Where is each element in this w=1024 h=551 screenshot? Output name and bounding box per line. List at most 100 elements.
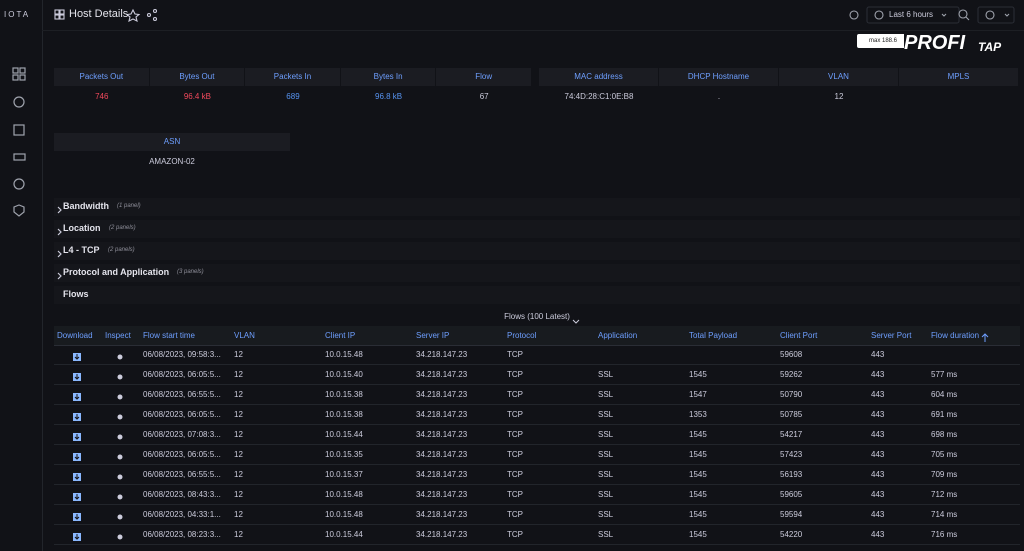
table-cell: 06/08/2023, 09:58:3... [143, 350, 221, 359]
column-header[interactable]: Flow duration [931, 331, 979, 340]
row-title[interactable]: Bandwidth [63, 201, 109, 211]
table-cell: SSL [598, 410, 613, 419]
table-cell: TCP [507, 530, 523, 539]
download-icon-glyph[interactable] [72, 412, 82, 422]
table-cell: 443 [871, 530, 884, 539]
table-cell: SSL [598, 450, 613, 459]
table-cell: 10.0.15.48 [325, 510, 363, 519]
table-cell: 1545 [689, 370, 707, 379]
inspect-icon-glyph[interactable] [115, 352, 125, 362]
table-cell: 1547 [689, 390, 707, 399]
table-cell: 705 ms [931, 450, 957, 459]
row-bar[interactable] [54, 286, 1020, 304]
table-cell: 12 [234, 430, 243, 439]
column-header[interactable]: Total Payload [689, 331, 737, 340]
column-header[interactable]: Flow start time [143, 331, 195, 340]
row-note: (2 panels) [108, 247, 135, 253]
column-header[interactable]: Server IP [416, 331, 449, 340]
table-cell: SSL [598, 470, 613, 479]
table-cell: TCP [507, 370, 523, 379]
table-cell: 10.0.15.37 [325, 470, 363, 479]
download-icon-glyph[interactable] [72, 432, 82, 442]
column-header[interactable]: Inspect [105, 331, 131, 340]
inspect-icon-glyph[interactable] [115, 492, 125, 502]
table-cell: 709 ms [931, 470, 957, 479]
row-title[interactable]: L4 - TCP [63, 245, 100, 255]
table-cell: 34.218.147.23 [416, 450, 467, 459]
inspect-icon-glyph[interactable] [115, 512, 125, 522]
stat-value: 12 [779, 92, 899, 101]
table-cell: 1545 [689, 430, 707, 439]
inspect-icon[interactable] [115, 529, 125, 547]
download-icon-glyph[interactable] [72, 372, 82, 382]
row-title[interactable]: Flows [63, 289, 89, 299]
download-icon-glyph[interactable] [72, 352, 82, 362]
column-header[interactable]: Download [57, 331, 93, 340]
table-cell: 10.0.15.48 [325, 490, 363, 499]
table-cell: 59608 [780, 350, 802, 359]
table-cell: 10.0.15.40 [325, 370, 363, 379]
download-icon-glyph[interactable] [72, 392, 82, 402]
column-header[interactable]: Protocol [507, 331, 536, 340]
stat-value: 67 [436, 92, 532, 101]
inspect-icon-glyph[interactable] [115, 412, 125, 422]
brand-tap: TAP [978, 40, 1001, 54]
column-header[interactable]: Client IP [325, 331, 355, 340]
table-menu-glyph[interactable] [571, 316, 581, 326]
table-cell: 34.218.147.23 [416, 490, 467, 499]
download-icon-glyph[interactable] [72, 492, 82, 502]
stat-value: 96.8 kB [341, 92, 437, 101]
sidebar-icons[interactable] [7, 60, 35, 220]
table-cell: 1545 [689, 510, 707, 519]
inspect-icon-glyph[interactable] [115, 472, 125, 482]
table-cell: 443 [871, 370, 884, 379]
row-note: (1 panel) [117, 203, 141, 209]
inspect-icon-glyph[interactable] [115, 532, 125, 542]
table-cell: 06/08/2023, 08:23:3... [143, 530, 221, 539]
table-cell: 12 [234, 530, 243, 539]
table-cell: 443 [871, 470, 884, 479]
sort-icon-glyph[interactable] [980, 333, 990, 343]
table-cell: 1545 [689, 490, 707, 499]
row-bar[interactable] [54, 242, 1020, 260]
table-cell: TCP [507, 510, 523, 519]
row-title[interactable]: Protocol and Application [63, 267, 169, 277]
time-range[interactable]: Last 6 hours [889, 10, 933, 19]
table-cell: 10.0.15.38 [325, 390, 363, 399]
row-note: (2 panels) [109, 225, 136, 231]
stat-header: Flow [436, 68, 531, 86]
column-header[interactable]: Client Port [780, 331, 817, 340]
table-cell: 34.218.147.23 [416, 430, 467, 439]
table-cell: TCP [507, 410, 523, 419]
download-icon[interactable] [72, 529, 82, 547]
table-cell: 50785 [780, 410, 802, 419]
table-cell: 1545 [689, 470, 707, 479]
inspect-icon-glyph[interactable] [115, 452, 125, 462]
table-cell: SSL [598, 510, 613, 519]
inspect-icon-glyph[interactable] [115, 432, 125, 442]
logo: IOTA [4, 10, 30, 19]
column-header[interactable]: Server Port [871, 331, 911, 340]
download-icon-glyph[interactable] [72, 532, 82, 542]
table-cell: 12 [234, 470, 243, 479]
stat-value: 746 [54, 92, 150, 101]
download-icon-glyph[interactable] [72, 452, 82, 462]
row-bar[interactable] [54, 198, 1020, 216]
table-cell: 54220 [780, 530, 802, 539]
download-icon-glyph[interactable] [72, 512, 82, 522]
table-cell: 604 ms [931, 390, 957, 399]
column-header[interactable]: Application [598, 331, 637, 340]
table-cell: TCP [507, 490, 523, 499]
inspect-icon-glyph[interactable] [115, 392, 125, 402]
column-header[interactable]: VLAN [234, 331, 255, 340]
row-title[interactable]: Location [63, 223, 101, 233]
table-cell: 1545 [689, 530, 707, 539]
table-cell: 577 ms [931, 370, 957, 379]
table-cell: TCP [507, 450, 523, 459]
table-cell: 443 [871, 450, 884, 459]
row-bar[interactable] [54, 220, 1020, 238]
table-cell: 443 [871, 410, 884, 419]
table-cell: 716 ms [931, 530, 957, 539]
inspect-icon-glyph[interactable] [115, 372, 125, 382]
download-icon-glyph[interactable] [72, 472, 82, 482]
